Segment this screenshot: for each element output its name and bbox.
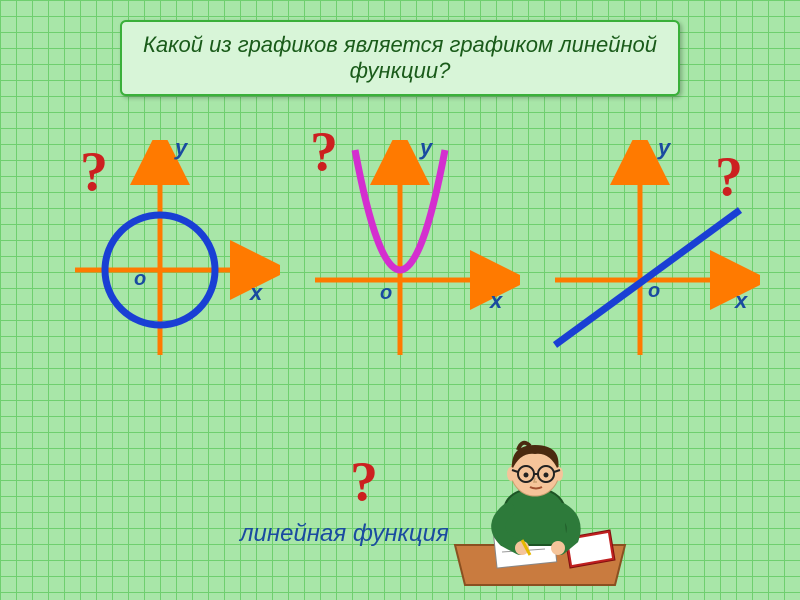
- question-mark-icon: ?: [715, 145, 743, 209]
- chart-line: х у о ?: [540, 140, 760, 360]
- chart-circle: х у о ?: [60, 140, 280, 360]
- question-mark-icon: ?: [310, 120, 338, 184]
- charts-container: х у о ? х у о ?: [0, 140, 800, 400]
- footer-question-mark-icon: ?: [350, 450, 378, 514]
- y-label: у: [420, 135, 432, 161]
- x-label: х: [250, 280, 262, 306]
- y-label: у: [175, 135, 187, 161]
- question-mark-icon: ?: [80, 140, 108, 204]
- title-box: Какой из графиков является графиком лине…: [120, 20, 680, 96]
- origin-label: о: [648, 280, 660, 303]
- student-illustration: [450, 430, 630, 590]
- x-label: х: [490, 288, 502, 314]
- chart-parabola: х у о ?: [300, 140, 520, 360]
- title-text: Какой из графиков является графиком лине…: [143, 32, 657, 83]
- y-label: у: [658, 135, 670, 161]
- student-svg: [450, 430, 630, 590]
- origin-label: о: [134, 268, 146, 291]
- x-label: х: [735, 288, 747, 314]
- origin-label: о: [380, 282, 392, 305]
- footer-text: линейная функция: [240, 520, 449, 548]
